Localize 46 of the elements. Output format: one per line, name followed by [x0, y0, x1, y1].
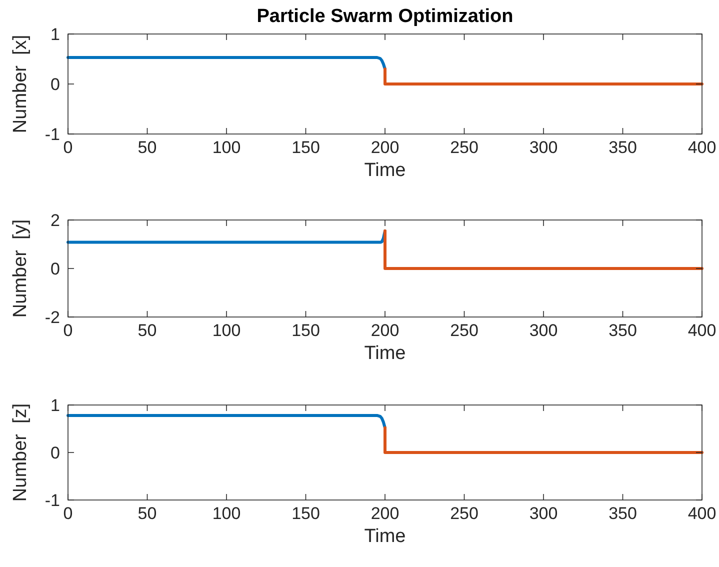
- x-tick-label: 0: [63, 321, 73, 340]
- x-axis-title: Time: [364, 160, 406, 181]
- y-tick-label: 1: [50, 24, 60, 44]
- x-tick-label: 150: [292, 504, 320, 523]
- x-tick-label: 100: [212, 321, 241, 340]
- x-tick-label: 400: [688, 321, 716, 340]
- x-tick-label: 100: [212, 504, 241, 523]
- line-series: [66, 229, 386, 244]
- line-series: [66, 414, 386, 430]
- x-tick-label: 250: [450, 504, 478, 523]
- chart-title: Particle Swarm Optimization: [256, 6, 514, 27]
- y-tick-label: 0: [50, 443, 60, 462]
- x-tick-label: 0: [63, 504, 73, 523]
- y-axis-title: Number [z]: [10, 403, 31, 502]
- x-tick-label: 50: [138, 321, 157, 340]
- y-axis-title: Number [y]: [10, 219, 31, 318]
- x-tick-label: 400: [688, 504, 716, 523]
- x-axis-title: Time: [364, 343, 406, 364]
- x-tick-label: 50: [138, 138, 157, 157]
- x-tick-label: 350: [608, 321, 637, 340]
- x-axis-title: Time: [364, 526, 406, 547]
- x-tick-label: 0: [63, 138, 73, 157]
- x-tick-label: 50: [138, 504, 157, 523]
- y-tick-label: -2: [44, 308, 60, 327]
- x-tick-label: 350: [608, 138, 637, 157]
- y-tick-label: -1: [44, 124, 60, 144]
- x-tick-label: 300: [529, 138, 558, 157]
- y-tick-label: 1: [50, 396, 60, 415]
- x-tick-label: 150: [292, 321, 320, 340]
- x-tick-label: 100: [212, 138, 241, 157]
- x-tick-label: 400: [688, 138, 716, 157]
- x-tick-label: 250: [450, 138, 478, 157]
- line-series: [66, 56, 386, 70]
- x-tick-label: 250: [450, 321, 478, 340]
- y-tick-label: 0: [50, 74, 60, 94]
- x-tick-label: 200: [370, 138, 400, 157]
- x-tick-label: 150: [292, 138, 320, 157]
- x-tick-label: 300: [529, 504, 558, 523]
- y-tick-label: -1: [44, 490, 60, 510]
- x-tick-label: 200: [370, 504, 400, 523]
- y-axis-title: Number [x]: [10, 34, 31, 134]
- x-tick-label: 300: [529, 321, 558, 340]
- x-tick-label: 200: [370, 321, 400, 340]
- x-tick-label: 350: [608, 504, 637, 523]
- y-tick-label: 0: [50, 259, 60, 278]
- y-tick-label: 2: [50, 210, 60, 230]
